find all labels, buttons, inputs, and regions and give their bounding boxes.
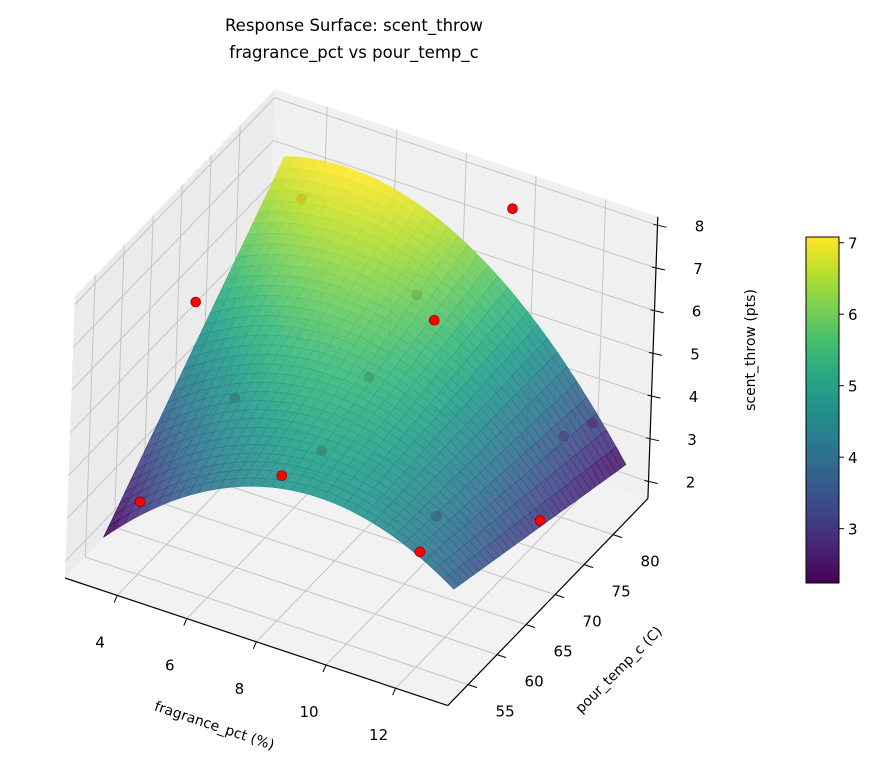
- colorbar-ticks: 3 4 5 6 7: [839, 235, 858, 539]
- z-gridline: [74, 97, 276, 306]
- x-tick-label: 12: [369, 726, 388, 744]
- y-gridline: [172, 466, 556, 596]
- z-tick: [648, 351, 663, 356]
- y-tick-label: 80: [641, 553, 660, 571]
- y-gridline: [84, 275, 96, 558]
- data-point: [507, 203, 518, 215]
- z-axis-label: scent_throw (pts): [743, 289, 759, 411]
- y-tick: [612, 534, 623, 539]
- y-gridline: [85, 556, 469, 686]
- z-tick: [653, 223, 667, 228]
- x-tick-label: 8: [235, 680, 245, 698]
- z-gridline: [71, 182, 273, 391]
- colorbar-tick-label: 6: [848, 306, 858, 324]
- chart-subtitle: fragrance_pct vs pour_temp_c: [229, 43, 478, 63]
- z-tick-label: 3: [687, 431, 697, 449]
- y-gridline: [143, 496, 527, 626]
- y-tick: [583, 564, 594, 569]
- x-axis-line: [64, 577, 448, 707]
- x-tick: [392, 688, 397, 696]
- z-tick-label: 6: [692, 303, 702, 321]
- x-tick: [113, 595, 118, 603]
- z-tick: [650, 309, 664, 314]
- left-pane: [65, 89, 275, 578]
- data-point: [190, 296, 201, 308]
- points-above-surface: [134, 203, 546, 558]
- x-tick: [252, 641, 257, 649]
- z-tick-label: 2: [686, 474, 696, 492]
- y-tick: [496, 654, 507, 659]
- data-point: [276, 470, 288, 481]
- colorbar-tick-label: 3: [848, 521, 858, 539]
- axes: 4 6 8 10 12 55 60 65 70 75 80 2 3 4 5 6 7 8: [64, 216, 705, 744]
- y-axis-label: pour_temp_c (C): [573, 624, 666, 717]
- y-axis-line: [447, 498, 649, 707]
- response-surface: [102, 156, 627, 590]
- y-tick-label: 75: [612, 583, 631, 601]
- y-tick: [467, 684, 478, 689]
- x-tick: [322, 664, 327, 673]
- y-tick: [525, 624, 536, 629]
- y-tick: [554, 594, 565, 599]
- z-axis-line: [647, 216, 659, 499]
- data-point: [414, 546, 426, 558]
- z-tick-label: 7: [693, 260, 703, 278]
- surface-facet: [443, 574, 460, 590]
- z-tick: [645, 437, 660, 442]
- x-tick: [183, 618, 188, 626]
- z-tick: [651, 266, 666, 271]
- z-tick: [644, 480, 658, 485]
- y-gridline: [113, 245, 125, 528]
- data-point: [428, 314, 440, 326]
- y-gridline: [114, 526, 498, 656]
- colorbar: [805, 236, 840, 584]
- x-gridline: [395, 480, 597, 689]
- y-tick-label: 70: [583, 613, 602, 631]
- x-axis-label: fragrance_pct (%): [152, 699, 276, 754]
- z-gridline: [273, 139, 657, 269]
- z-tick: [647, 394, 661, 399]
- z-gridline: [274, 97, 658, 226]
- x-tick-label: 6: [165, 657, 175, 675]
- x-tick-label: 10: [299, 703, 318, 721]
- colorbar-tick-label: 5: [848, 378, 858, 396]
- colorbar-tick-label: 4: [848, 449, 858, 467]
- colorbar-tick-label: 7: [848, 235, 858, 253]
- z-tick-label: 8: [695, 217, 705, 235]
- y-tick-label: 55: [496, 703, 515, 721]
- z-gridline: [72, 140, 274, 348]
- y-tick-label: 60: [525, 673, 544, 691]
- z-tick-label: 5: [690, 345, 700, 363]
- data-point: [534, 515, 546, 526]
- y-tick-label: 65: [554, 643, 573, 661]
- data-point: [134, 496, 146, 508]
- chart-title: Response Surface: scent_throw: [225, 16, 483, 36]
- z-tick-label: 4: [689, 388, 699, 406]
- x-tick-label: 4: [95, 633, 105, 651]
